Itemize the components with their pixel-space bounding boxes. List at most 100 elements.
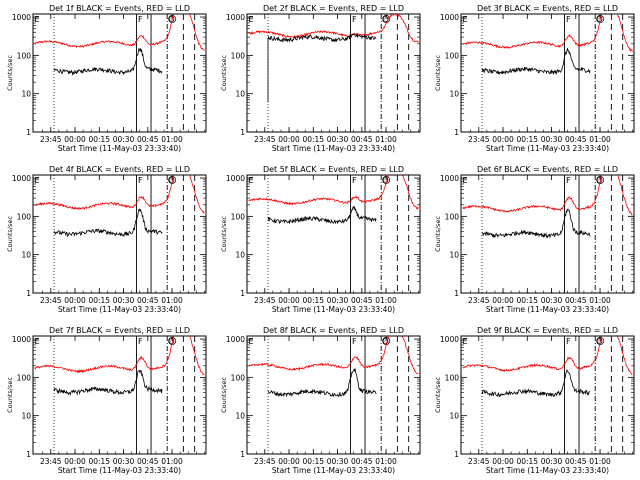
x-tick-label: 01:00 <box>375 296 397 305</box>
x-tick-label: 01:00 <box>161 457 183 466</box>
series-events-line <box>481 208 591 239</box>
y-tick-label: 10 <box>21 90 31 99</box>
panel-title: Det 8f BLACK = Events, RED = LLD <box>263 326 404 335</box>
y-tick-label: 10 <box>449 90 459 99</box>
x-tick-label: 00:15 <box>302 457 324 466</box>
y-tick-label: 100 <box>17 212 32 221</box>
panel-det-5: Det 5f BLACK = Events, RED = LLD 1 10 100 10… <box>220 165 421 314</box>
plot-frame <box>246 335 421 455</box>
y-tick-label: 1000 <box>440 13 459 22</box>
marker-label-f: F <box>352 15 357 24</box>
marker-label-d: D <box>383 15 389 24</box>
series-lld-line <box>462 14 633 52</box>
y-axis-label: Counts/sec <box>220 216 228 252</box>
x-tick-label: 00:00 <box>492 457 514 466</box>
series-group <box>248 175 419 225</box>
marker-label-f: F <box>566 337 571 346</box>
panel-title: Det 6f BLACK = Events, RED = LLD <box>477 165 618 174</box>
x-axis-label: Start Time (11-May-03 23:33:40) <box>58 144 181 153</box>
y-tick-label: 1000 <box>226 335 245 344</box>
x-tick-label: 00:15 <box>516 135 538 144</box>
x-tick-label: 00:45 <box>565 296 587 305</box>
x-tick-label: 00:45 <box>137 135 159 144</box>
x-tick-label: 00:45 <box>565 135 587 144</box>
series-events-line <box>267 33 377 103</box>
panel-det-3: Det 3f BLACK = Events, RED = LLD 1 10 100 10… <box>434 4 635 153</box>
panel-title: Det 7f BLACK = Events, RED = LLD <box>49 326 190 335</box>
y-axis-label: Counts/sec <box>220 377 228 413</box>
marker-circle <box>596 176 605 184</box>
y-tick-label: 100 <box>231 51 246 60</box>
series-group <box>462 14 633 76</box>
y-tick-label: 10 <box>235 90 245 99</box>
y-tick-label: 1 <box>454 128 459 137</box>
y-tick-label: 1 <box>26 128 31 137</box>
x-tick-label: 00:45 <box>351 135 373 144</box>
panel-det-2: Det 2f BLACK = Events, RED = LLD 1 10 100 10… <box>220 4 421 153</box>
x-tick-label: 00:15 <box>516 296 538 305</box>
x-tick-label: 23:45 <box>40 457 62 466</box>
x-axis-label: Start Time (11-May-03 23:33:40) <box>486 466 609 475</box>
y-tick-label: 100 <box>231 212 246 221</box>
x-tick-label: 01:00 <box>161 135 183 144</box>
x-tick-label: 00:15 <box>88 135 110 144</box>
x-tick-label: 00:30 <box>327 296 349 305</box>
panel-title: Det 1f BLACK = Events, RED = LLD <box>49 4 190 13</box>
x-tick-label: 01:00 <box>589 296 611 305</box>
marker-label-f: F <box>566 176 571 185</box>
x-tick-label: 00:15 <box>88 296 110 305</box>
marker-circle <box>168 176 177 184</box>
marker-label-e: E <box>34 176 39 185</box>
series-events-line <box>267 367 377 398</box>
x-tick-label: 01:00 <box>589 457 611 466</box>
x-tick-label: 01:00 <box>161 296 183 305</box>
series-events-line <box>53 208 163 237</box>
panel-title: Det 9f BLACK = Events, RED = LLD <box>477 326 618 335</box>
x-tick-label: 23:45 <box>254 457 276 466</box>
marker-label-d: D <box>597 176 603 185</box>
x-tick-label: 00:45 <box>351 457 373 466</box>
y-tick-label: 10 <box>235 251 245 260</box>
marker-label-f: F <box>352 176 357 185</box>
y-tick-label: 1 <box>240 128 245 137</box>
y-tick-label: 100 <box>17 51 32 60</box>
x-tick-label: 00:30 <box>541 135 563 144</box>
plot-frame <box>460 335 635 455</box>
y-axis-label: Counts/sec <box>434 55 442 91</box>
y-tick-label: 1 <box>454 450 459 459</box>
y-tick-label: 1 <box>240 289 245 298</box>
x-axis-label: Start Time (11-May-03 23:33:40) <box>58 305 181 314</box>
x-tick-label: 00:00 <box>64 135 86 144</box>
x-tick-label: 00:00 <box>278 457 300 466</box>
marker-label-d: D <box>383 337 389 346</box>
x-tick-label: 00:30 <box>113 135 135 144</box>
marker-label-f: F <box>138 337 143 346</box>
series-events-line <box>53 370 163 396</box>
plot-frame <box>32 13 207 133</box>
y-tick-label: 100 <box>231 373 246 382</box>
y-tick-label: 1000 <box>226 174 245 183</box>
marker-label-e: E <box>462 337 467 346</box>
marker-label-d: D <box>169 176 175 185</box>
marker-circle <box>596 15 605 23</box>
x-tick-label: 00:00 <box>64 296 86 305</box>
series-events-line <box>481 48 591 76</box>
y-axis-label: Counts/sec <box>220 55 228 91</box>
x-tick-label: 23:45 <box>40 296 62 305</box>
x-tick-label: 00:45 <box>351 296 373 305</box>
x-tick-label: 00:15 <box>516 457 538 466</box>
marker-label-e: E <box>248 176 253 185</box>
panel-title: Det 3f BLACK = Events, RED = LLD <box>477 4 618 13</box>
x-axis-label: Start Time (11-May-03 23:33:40) <box>272 305 395 314</box>
y-tick-label: 1000 <box>440 335 459 344</box>
x-tick-label: 00:00 <box>492 135 514 144</box>
marker-label-e: E <box>462 15 467 24</box>
plot-frame <box>32 335 207 455</box>
x-tick-label: 00:30 <box>113 457 135 466</box>
plot-frame <box>460 13 635 133</box>
series-group <box>462 175 633 239</box>
y-axis-label: Counts/sec <box>434 377 442 413</box>
x-tick-label: 01:00 <box>589 135 611 144</box>
marker-label-e: E <box>248 337 253 346</box>
x-tick-label: 01:00 <box>375 135 397 144</box>
